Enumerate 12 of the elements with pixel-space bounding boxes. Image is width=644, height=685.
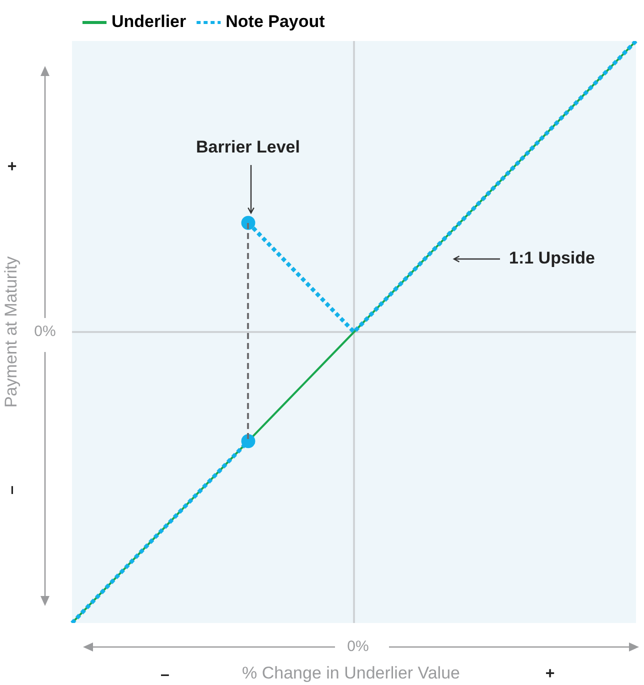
legend-label: Underlier: [112, 12, 187, 32]
text: –: [160, 666, 170, 684]
x-axis-title: % Change in Underlier Value: [242, 664, 460, 683]
text: +: [7, 158, 17, 176]
annotation: Barrier Level: [196, 138, 300, 157]
ref-line-label: 0%: [34, 323, 56, 340]
annotation: 1:1 Upside: [509, 248, 595, 268]
y-axis-title: Payment at Maturity: [2, 256, 21, 408]
legend-label: Note Payout: [226, 12, 326, 32]
text: –: [3, 485, 20, 494]
text: 0%: [347, 638, 369, 656]
text: +: [545, 665, 555, 682]
